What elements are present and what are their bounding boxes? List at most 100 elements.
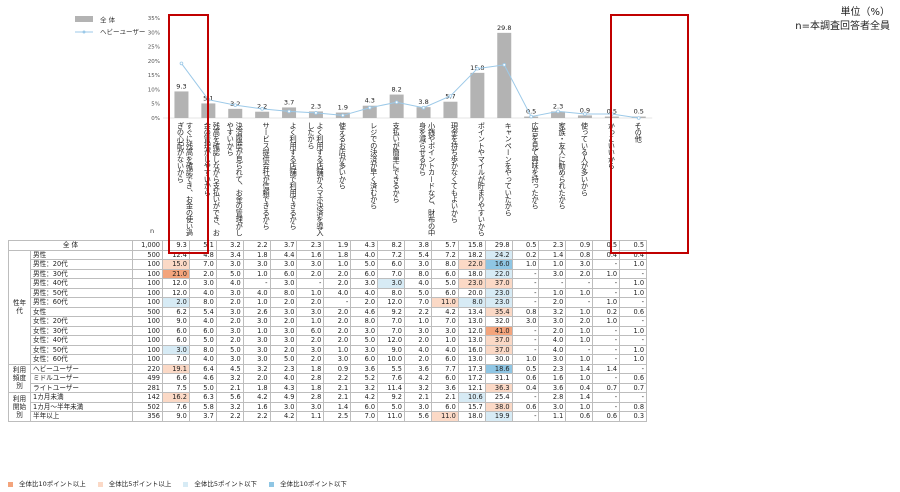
table-cell: - — [511, 344, 540, 355]
table-cell: 1.8 — [296, 363, 325, 374]
legend-swatch — [183, 481, 189, 487]
table-cell: 3.0 — [269, 306, 298, 317]
table-cell: 6.0 — [430, 373, 459, 384]
y-tick-label: 35% — [148, 16, 160, 22]
table-cell: 7.0 — [350, 411, 379, 422]
table-cell: 4.0 — [350, 287, 379, 298]
table-cell: 0.6 — [592, 411, 621, 422]
table-cell: 6.6 — [162, 373, 190, 384]
table-cell: 3.0 — [215, 306, 244, 317]
table-cell: 2.0 — [215, 297, 244, 308]
legend-text: 全体比10ポイント以上 — [19, 480, 86, 488]
table-cell: 23.0 — [484, 297, 513, 308]
table-row: 利用頻度別 ヘビーユーザー 220 19.1 6.4 4.5 3.2 2.3 1.8 0.9 3.6… — [8, 363, 648, 393]
table-cell: 15.7 — [457, 401, 486, 412]
table-cell: 2.3 — [538, 363, 567, 374]
table-cell: 12.0 — [377, 335, 406, 346]
table-cell: 2.6 — [242, 306, 271, 317]
table-cell: 18.6 — [484, 363, 513, 374]
legend-text: 全体比5ポイント以上 — [108, 480, 172, 488]
table-cell: 21.0 — [162, 268, 190, 279]
table-cell: 0.4 — [565, 382, 594, 393]
table-cell: - — [592, 259, 621, 270]
table-cell: 2.0 — [565, 268, 594, 279]
table-cell: - — [592, 278, 621, 289]
table-cell: 6.0 — [188, 325, 217, 336]
bar — [228, 108, 243, 118]
table-cell: 7.0 — [162, 354, 190, 365]
row-n: 100 — [132, 316, 163, 327]
table-cell: 4.0 — [430, 344, 459, 355]
table-cell: 2.8 — [538, 392, 567, 403]
heavy-user-point — [529, 114, 533, 119]
table-row: 女性：40代 100 6.0 5.0 2.0 3.0 3.0 2.0 2.0 5.0 12.0 2.0… — [9, 335, 648, 346]
table-cell: 8.0 — [188, 344, 217, 355]
table-cell: 6.4 — [188, 363, 217, 374]
table-cell: 12.0 — [162, 287, 190, 298]
group-label: 利用頻度別 — [8, 363, 31, 393]
table-cell: 3.0 — [269, 278, 298, 289]
table-cell: 1.1 — [296, 411, 325, 422]
legend-swatch — [269, 481, 275, 487]
table-cell: 8.2 — [377, 240, 406, 251]
table-cell: 38.0 — [484, 401, 513, 412]
table-cell: 0.9 — [323, 363, 352, 374]
bar-data-label: 3.8 — [418, 98, 428, 106]
table-cell: 37.0 — [484, 335, 513, 346]
table-cell: 3.0 — [404, 259, 432, 270]
table-cell: 3.0 — [296, 306, 325, 317]
table-cell: - — [511, 411, 540, 422]
y-tick-label: 30% — [148, 30, 160, 36]
bar-data-label: 1.9 — [338, 104, 348, 112]
table-cell: 16.0 — [484, 259, 513, 270]
table-cell: 1.0 — [538, 259, 567, 270]
table-cell: 7.0 — [377, 268, 406, 279]
bottom-legend-item: 全体比5ポイント以上 — [97, 480, 178, 488]
table-cell: 1.0 — [565, 287, 594, 298]
table-cell: - — [592, 287, 621, 298]
table-cell: 3.0 — [242, 335, 271, 346]
table-cell: 6.0 — [350, 354, 379, 365]
table-cell: 6.3 — [188, 392, 217, 403]
category-label: 使っている人が多いから — [580, 122, 590, 196]
table-cell: 25.4 — [484, 392, 513, 403]
category-label: 小銭やポイントカードなど、財布の中身を減らせるから — [418, 122, 437, 236]
table-cell: 6.0 — [350, 268, 379, 279]
table-cell: 2.0 — [242, 373, 271, 384]
table-cell: 30.0 — [484, 354, 513, 365]
table-cell: 4.9 — [269, 392, 298, 403]
bar — [551, 111, 566, 118]
table-cell: 37.0 — [484, 278, 513, 289]
table-cell: 9.0 — [162, 316, 190, 327]
table-cell: 4.0 — [538, 335, 567, 346]
table-cell: 4.2 — [430, 306, 459, 317]
row-n: 100 — [132, 335, 163, 346]
row-label: 男性：30代 — [30, 268, 133, 279]
table-cell: 2.0 — [269, 297, 298, 308]
table-cell: 10.6 — [457, 392, 486, 403]
table-cell: 3.0 — [430, 325, 459, 336]
table-cell: 9.0 — [162, 411, 190, 422]
table-cell: - — [565, 278, 594, 289]
table-cell: 4.2 — [269, 411, 298, 422]
bottom-legend: 全体比10ポイント以上 全体比5ポイント以上 全体比5ポイント以下 全体比10ポイント… — [8, 478, 359, 488]
table-cell: 0.6 — [619, 306, 648, 317]
row-label: 男性 — [30, 249, 133, 260]
table-cell: 2.1 — [323, 382, 352, 393]
table-cell: 3.4 — [215, 249, 244, 260]
table-cell: 5.0 — [350, 335, 379, 346]
heavy-user-point — [314, 111, 318, 115]
table-row: 女性 500 6.2 5.4 3.0 2.6 3.0 3.0 2.0 4.6 9.2 2.2 4.2 13… — [9, 306, 648, 317]
table-row: 1カ月～半年未満 502 7.6 5.8 3.2 1.6 3.0 3.0 1.4 6.0 5.0 3.… — [9, 401, 648, 412]
table-cell: 1.0 — [323, 344, 352, 355]
heavy-user-point — [367, 105, 372, 110]
table-cell: - — [296, 278, 325, 289]
bottom-legend-item: 全体比10ポイント以下 — [269, 480, 353, 488]
table-cell: 22.0 — [457, 259, 486, 270]
table-cell: 3.0 — [215, 287, 244, 298]
bar — [174, 91, 189, 118]
table-cell: - — [619, 297, 648, 308]
bar-data-label: 4.3 — [365, 97, 375, 105]
table-cell: 4.0 — [404, 278, 432, 289]
table-cell: 17.3 — [457, 363, 486, 374]
